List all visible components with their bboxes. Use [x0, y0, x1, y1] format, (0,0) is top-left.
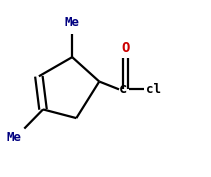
Text: O: O — [121, 41, 130, 55]
Text: cl: cl — [146, 83, 161, 96]
Text: c: c — [119, 82, 127, 96]
Text: Me: Me — [65, 16, 80, 29]
Text: Me: Me — [6, 131, 21, 144]
